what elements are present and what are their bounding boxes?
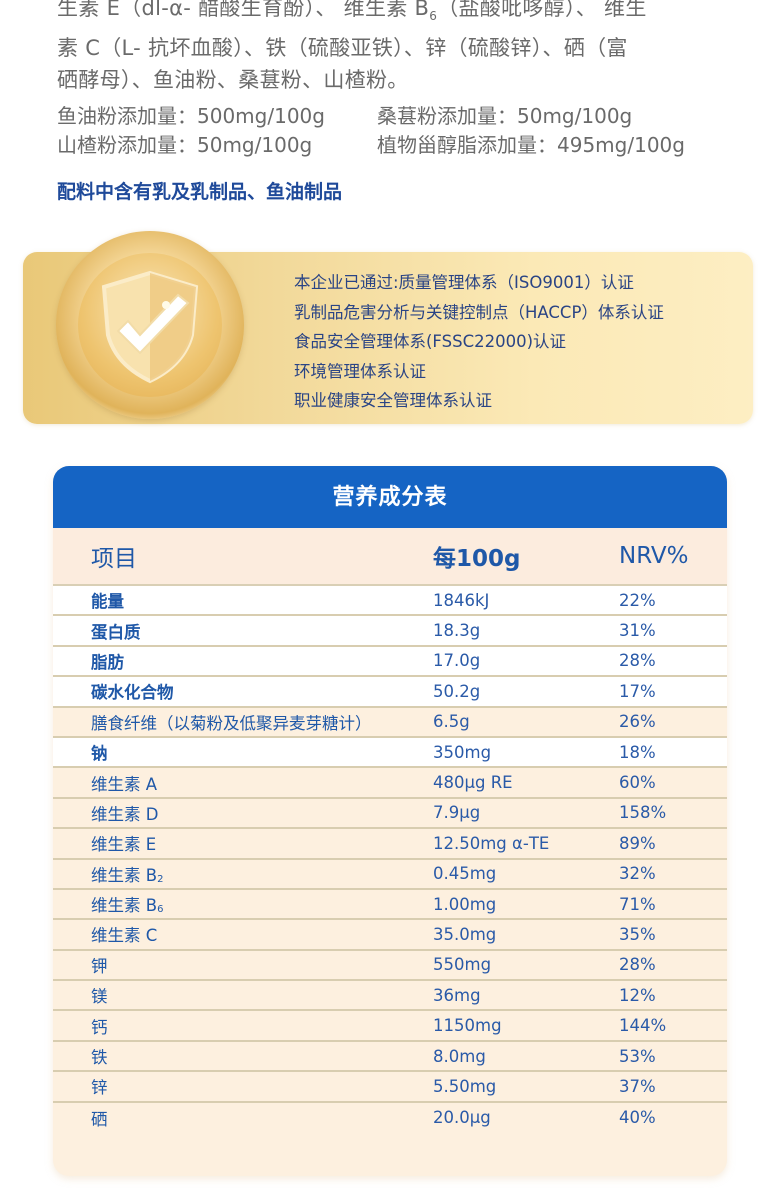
cert-item: 乳制品危害分析与关键控制点（HACCP）体系认证	[294, 302, 664, 322]
additive-mulberry: 桑葚粉添加量：50mg/100g	[377, 104, 633, 128]
additives-list: 鱼油粉添加量：500mg/100g 桑葚粉添加量：50mg/100g 山楂粉添加…	[57, 102, 737, 160]
table-row: 锌 5.50mg 37%	[53, 1072, 727, 1103]
additives-row: 鱼油粉添加量：500mg/100g 桑葚粉添加量：50mg/100g	[57, 102, 737, 131]
shield-check-medal-icon	[56, 231, 244, 419]
table-header-row: 项目 每100g NRV%	[53, 528, 727, 586]
additive-phytosterol: 植物甾醇脂添加量：495mg/100g	[377, 133, 685, 157]
table-title: 营养成分表	[53, 466, 727, 528]
table-row: 钠 350mg 18%	[53, 737, 727, 769]
additives-row: 山楂粉添加量：50mg/100g 植物甾醇脂添加量：495mg/100g	[57, 131, 737, 160]
table-row: 维生素 C 35.0mg 35%	[53, 920, 727, 951]
cert-item: 环境管理体系认证	[294, 361, 426, 381]
table-row: 铁 8.0mg 53%	[53, 1042, 727, 1073]
table-row: 维生素 B2 0.45mg 32%	[53, 860, 727, 890]
table-row: 脂肪 17.0g 28%	[53, 646, 727, 678]
ingredients-line-3: 硒酵母）、鱼油粉、桑葚粉、山楂粉。	[57, 68, 409, 93]
cert-item: 本企业已通过:质量管理体系（ISO9001）认证	[294, 273, 634, 292]
cert-item: 食品安全管理体系(FSSC22000)认证	[294, 332, 567, 351]
table-row: 维生素 D 7.9μg 158%	[53, 799, 727, 830]
table-row: 镁 36mg 12%	[53, 981, 727, 1012]
table-row: 维生素 A 480μg RE 60%	[53, 768, 727, 799]
table-row: 维生素 E 12.50mg α-TE 89%	[53, 829, 727, 860]
certification-list: 本企业已通过:质量管理体系（ISO9001）认证 乳制品危害分析与关键控制点（H…	[294, 268, 664, 416]
table-row: 维生素 B6 1.00mg 71%	[53, 890, 727, 921]
ingredients-line-2: 素 C（L- 抗坏血酸）、铁（硫酸亚铁）、锌（硫酸锌）、硒（富	[57, 36, 628, 61]
ingredients-line-1: 生素 E（dl-α- 醋酸生育酚）、 维生素 B6（盐酸吡哆醇）、 维生	[57, 0, 647, 24]
allergen-notice: 配料中含有乳及乳制品、鱼油制品	[57, 181, 343, 203]
table-row: 膳食纤维（以菊粉及低聚异麦芽糖计） 6.5g 26%	[53, 708, 727, 738]
cert-item: 职业健康安全管理体系认证	[294, 391, 492, 410]
table-row: 能量 1846kJ 22%	[53, 586, 727, 617]
header-item: 项目	[91, 546, 137, 572]
table-row: 钾 550mg 28%	[53, 951, 727, 982]
ingredients-text: 生素 E（dl-α- 醋酸生育酚）、 维生素 B6（盐酸吡哆醇）、 维生 素 C…	[57, 0, 717, 96]
table-row: 硒 20.0μg 40%	[91, 1108, 656, 1129]
nutrition-table: 营养成分表 项目 每100g NRV% 能量 1846kJ 22% 蛋白质 18…	[53, 466, 727, 1176]
table-row: 钙 1150mg 144%	[53, 1011, 727, 1042]
additive-fish-oil: 鱼油粉添加量：500mg/100g	[57, 104, 325, 128]
table-row: 蛋白质 18.3g 31%	[53, 616, 727, 647]
additive-hawthorn: 山楂粉添加量：50mg/100g	[57, 133, 313, 157]
table-row: 碳水化合物 50.2g 17%	[53, 677, 727, 708]
header-nrv: NRV%	[619, 543, 689, 569]
header-per-100g: 每100g	[433, 546, 521, 572]
